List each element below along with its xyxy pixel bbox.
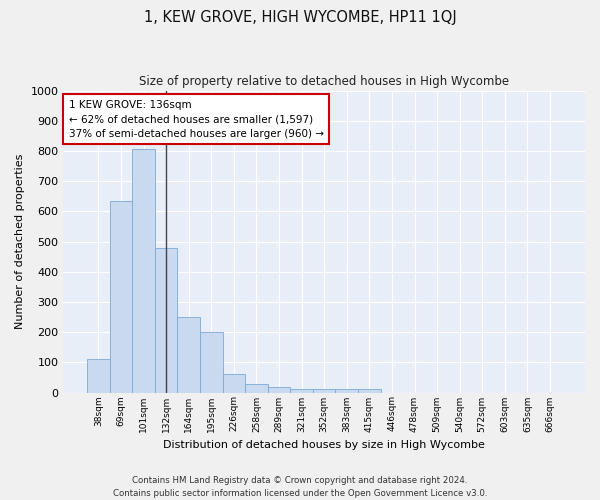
Bar bbox=[335, 390, 358, 392]
Bar bbox=[223, 374, 245, 392]
Bar bbox=[200, 332, 223, 392]
Bar bbox=[245, 384, 268, 392]
Title: Size of property relative to detached houses in High Wycombe: Size of property relative to detached ho… bbox=[139, 75, 509, 88]
Bar bbox=[87, 360, 110, 392]
Bar bbox=[268, 387, 290, 392]
Bar bbox=[132, 150, 155, 392]
X-axis label: Distribution of detached houses by size in High Wycombe: Distribution of detached houses by size … bbox=[163, 440, 485, 450]
Bar bbox=[178, 317, 200, 392]
Text: 1 KEW GROVE: 136sqm
← 62% of detached houses are smaller (1,597)
37% of semi-det: 1 KEW GROVE: 136sqm ← 62% of detached ho… bbox=[68, 100, 323, 139]
Bar bbox=[110, 201, 132, 392]
Bar bbox=[313, 390, 335, 392]
Text: Contains HM Land Registry data © Crown copyright and database right 2024.
Contai: Contains HM Land Registry data © Crown c… bbox=[113, 476, 487, 498]
Bar bbox=[290, 389, 313, 392]
Bar bbox=[155, 248, 178, 392]
Bar bbox=[358, 390, 380, 392]
Text: 1, KEW GROVE, HIGH WYCOMBE, HP11 1QJ: 1, KEW GROVE, HIGH WYCOMBE, HP11 1QJ bbox=[143, 10, 457, 25]
Y-axis label: Number of detached properties: Number of detached properties bbox=[15, 154, 25, 329]
